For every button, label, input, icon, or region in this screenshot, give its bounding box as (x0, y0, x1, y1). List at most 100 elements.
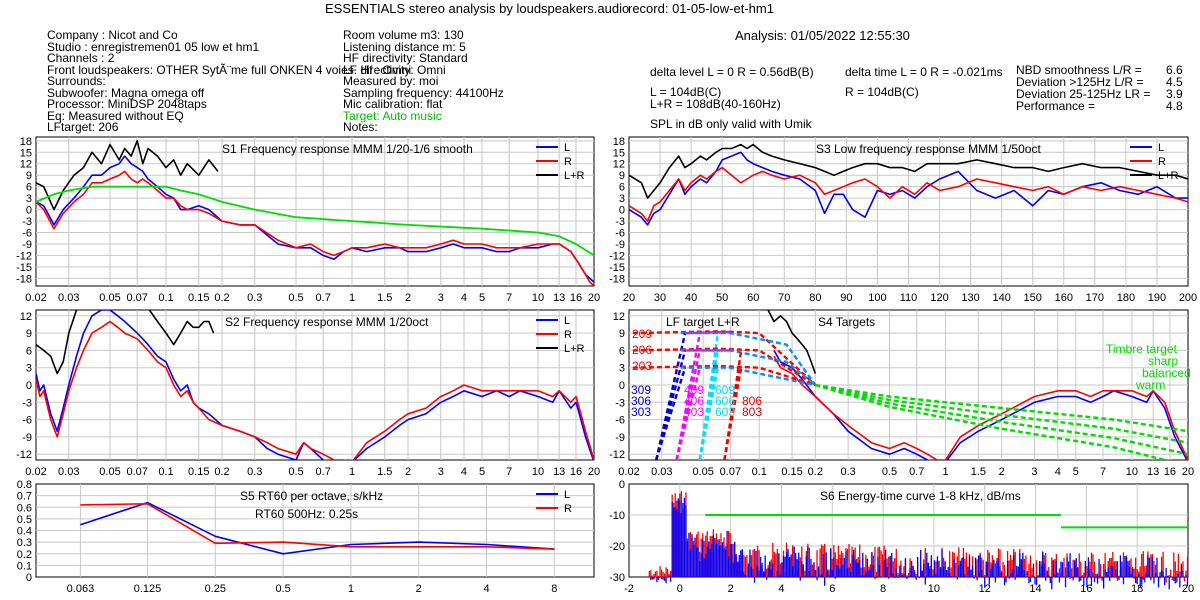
target-label-30x: 309 (631, 383, 651, 397)
x-tick-label: 3 (1031, 466, 1037, 478)
l-level: L = 104dB(C) (650, 85, 722, 99)
record-name: record: 01-05-low-et-hm1 (628, 1, 774, 16)
y-tick-label: -9 (22, 432, 32, 444)
x-tick-label: 1.5 (971, 466, 986, 478)
info-left-line: Channels : 2 (47, 51, 115, 65)
y-tick-label: 15 (613, 147, 625, 159)
x-tick-label: 10 (532, 466, 544, 478)
chart-s1: 0.02 0.03 0.05 0.07 0.1 0.15 0.2 0.3 0.5 0.7 1 1.5 2… (16, 136, 600, 304)
y-tick-label: 0 (619, 479, 625, 491)
spl-note: SPL in dB only valid with Umik (650, 117, 812, 131)
x-tick-label: 10 (532, 292, 544, 304)
x-tick-label: 0.03 (58, 466, 79, 478)
x-tick-label: 20 (1182, 583, 1194, 595)
y-tick-label: -6 (22, 228, 32, 240)
x-tick-label: 12 (979, 583, 991, 595)
y-tick-label: 6 (619, 345, 625, 357)
chart-title: S4 Targets (818, 315, 875, 329)
x-tick-label: 1 (349, 292, 355, 304)
x-tick-label: 2 (405, 466, 411, 478)
x-tick-label: 6 (829, 583, 835, 595)
x-tick-label: 4 (461, 292, 467, 304)
series-l-line (36, 155, 594, 283)
chart-s4: 0.02 0.03 0.05 0.07 0.1 0.15 0.2 0.3 0.5 0.7 1 1.5 2… (609, 309, 1194, 478)
legend-label: R (564, 156, 572, 168)
x-tick-label: 0.3 (247, 466, 262, 478)
chart-title: S1 Frequency response MMM 1/20-1/6 smoot… (222, 142, 473, 156)
x-tick-label: 0.1 (158, 292, 173, 304)
y-tick-label: 15 (20, 147, 32, 159)
x-tick-label: 2 (728, 583, 734, 595)
lr-level: L+R = 108dB(40-160Hz) (650, 97, 781, 111)
metric-label: Performance = (1016, 99, 1096, 113)
x-tick-label: 0.7 (316, 466, 331, 478)
x-tick-label: 16 (1080, 583, 1092, 595)
x-tick-label: 3 (438, 292, 444, 304)
x-tick-label: 0.03 (58, 292, 79, 304)
target-label-20x: 209 (632, 327, 652, 341)
y-tick-label: -12 (609, 449, 625, 461)
chart-title: S5 RT60 per octave, s/kHz (240, 489, 383, 503)
info-mid-line: Measured by: moi (343, 74, 439, 88)
x-tick-label: 120 (930, 292, 948, 304)
y-tick-label: 0 (26, 205, 32, 217)
chart-s3: 20 30 40 50 60 70 80 90 100 110 120 130 140 150 160 170… (609, 136, 1197, 304)
info-left-line: Studio : enregistremen01 05 low et hm1 (47, 39, 260, 54)
x-tick-label: 13 (553, 292, 565, 304)
x-tick-label: 1 (349, 466, 355, 478)
y-tick-label: 0.7 (17, 491, 32, 503)
x-tick-label: 100 (868, 292, 886, 304)
y-tick-label: -9 (615, 239, 625, 251)
metric-label: NBD smoothness L/R = (1016, 63, 1142, 77)
y-tick-label: 9 (26, 328, 32, 340)
y-tick-label: 12 (613, 159, 625, 171)
y-tick-label: 9 (26, 170, 32, 182)
legend-label: L+R (564, 343, 585, 355)
timbre-target-curve (815, 383, 1188, 456)
x-tick-label: 4 (778, 583, 784, 595)
target-20x-curve (632, 347, 816, 387)
series-l-line (629, 151, 1188, 226)
target-label-40x: 406 (684, 394, 704, 408)
x-tick-label: 16 (570, 292, 582, 304)
legend-label: R (564, 329, 572, 341)
target-label-30x: 306 (631, 394, 651, 408)
x-tick-label: 130 (961, 292, 979, 304)
metric-value: 3.9 (1166, 87, 1183, 101)
target-20x-curve (632, 330, 817, 386)
series-target-line (36, 185, 594, 257)
x-tick-label: 18 (1131, 583, 1143, 595)
timbre-target-title: Timbre target (1106, 342, 1178, 356)
y-tick-label: -12 (16, 449, 32, 461)
x-tick-label: 0.2 (808, 466, 823, 478)
x-tick-label: 110 (900, 292, 918, 304)
legend-label: R (1158, 156, 1166, 168)
y-tick-label: -3 (615, 397, 625, 409)
info-mid-line: Listening distance m: 5 (343, 39, 466, 54)
series-r-line (629, 166, 1188, 222)
y-tick-label: -6 (615, 228, 625, 240)
legend-label: L+R (1158, 170, 1179, 182)
x-tick-label: 80 (809, 292, 821, 304)
x-tick-label: 190 (1148, 292, 1166, 304)
timbre-target-item: warm (1135, 378, 1165, 392)
y-tick-label: 0.4 (17, 526, 32, 538)
y-tick-label: 9 (619, 170, 625, 182)
x-tick-label: 0.5 (288, 466, 303, 478)
y-tick-label: -18 (16, 273, 32, 285)
target-label-20x: 206 (632, 343, 652, 357)
series-r-line (36, 320, 594, 460)
legend-label: R (564, 503, 572, 515)
x-tick-label: 8 (880, 583, 886, 595)
report-title: ESSENTIALS stereo analysis by loudspeake… (325, 1, 630, 16)
y-tick-label: 0.5 (17, 514, 32, 526)
x-tick-label: 140 (992, 292, 1010, 304)
info-left-line: LFtarget: 206 (47, 120, 119, 134)
info-mid-line: LF directivity: Omni (343, 62, 446, 77)
x-tick-label: 0.5 (288, 292, 303, 304)
x-tick-label: 10 (928, 583, 940, 595)
series-r-line (80, 503, 555, 550)
x-tick-label: 0.7 (316, 292, 331, 304)
y-tick-label: 3 (26, 363, 32, 375)
